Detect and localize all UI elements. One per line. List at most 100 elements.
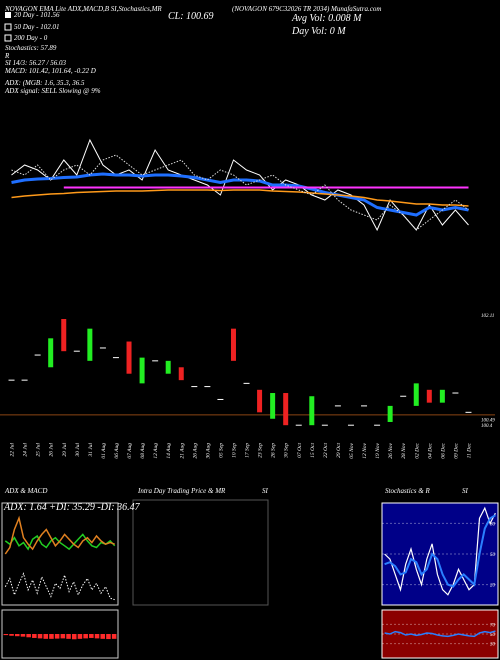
x-tick-label: 30 Jul <box>75 443 81 458</box>
bar <box>111 634 117 639</box>
panel-title: Intra Day Trading Price & MR <box>137 487 226 495</box>
candle-body <box>270 393 276 419</box>
x-tick-label: 25 Jul <box>36 443 42 457</box>
intraday-panel <box>132 499 269 606</box>
y-tick-label: 20 <box>490 584 496 589</box>
candle-body <box>126 341 132 374</box>
bar <box>83 634 88 639</box>
bar <box>26 634 31 638</box>
day-volume: Day Vol: 0 M <box>291 26 346 37</box>
candle-body <box>309 396 315 426</box>
x-tick-label: 11 Dec <box>467 442 473 458</box>
y-tick-label: 30 <box>490 643 496 648</box>
legend-swatch <box>4 34 12 42</box>
y-tick-label: 102.11 <box>481 314 494 319</box>
candle-body <box>387 405 393 422</box>
y-tick-label: 80 <box>490 522 496 527</box>
series-line <box>384 630 496 638</box>
bar <box>14 634 20 637</box>
bar <box>37 634 43 639</box>
panel-frame <box>1 502 119 606</box>
panel-frame <box>1 609 119 659</box>
x-tick-label: 14 Aug <box>165 443 172 459</box>
legend-text: 200 Day - 0 <box>14 34 48 42</box>
y-tick-label: 100.4 <box>481 424 493 429</box>
x-tick-label: 06 Aug <box>114 443 120 459</box>
x-tick-label: 06 Dec <box>440 442 446 458</box>
x-tick-label: 07 Aug <box>127 443 133 459</box>
series-line <box>4 515 115 555</box>
x-tick-label: 26 Jul <box>49 443 55 457</box>
bar <box>94 634 100 639</box>
bar <box>20 634 26 637</box>
x-tick-label: 01 Aug <box>101 443 107 459</box>
bar <box>100 634 106 639</box>
candle-body <box>48 338 54 368</box>
bar <box>9 634 14 636</box>
x-tick-label: 02 Dec <box>414 442 420 458</box>
candle-body <box>165 360 171 374</box>
candle-body <box>413 383 419 406</box>
legend-swatch <box>4 23 12 31</box>
candle-body <box>230 328 236 361</box>
candle-body <box>61 319 67 352</box>
x-tick-label: 10 Sep <box>232 443 238 458</box>
x-tick-label: 12 Nov <box>362 442 368 458</box>
x-tick-label: 26 Nov <box>388 442 394 458</box>
candle-body <box>139 357 145 384</box>
series-line <box>384 514 496 588</box>
symbol: (NOVAGON 679C32026 TR 2034) MunafaSutra.… <box>232 5 381 13</box>
bar <box>54 634 60 639</box>
bar <box>77 634 83 639</box>
bar <box>89 634 94 638</box>
legend-text: ADX signal: SELL Slowing @ 9% <box>4 87 101 95</box>
x-tick-label: 24 Jul <box>22 443 29 457</box>
panel-title: SI <box>262 487 269 495</box>
bar <box>71 634 77 640</box>
y-tick-label: 50 <box>490 633 496 638</box>
x-tick-label: 23 Sep <box>258 443 264 458</box>
bar <box>66 634 71 639</box>
x-tick-label: 21 Aug <box>179 443 185 459</box>
bar <box>32 634 37 638</box>
bar <box>3 634 9 636</box>
x-tick-label: 30 Sep <box>284 443 290 459</box>
candle-body <box>178 367 184 381</box>
x-tick-label: 31 Jul <box>88 443 94 458</box>
x-tick-label: 26 Sep <box>271 443 277 458</box>
y-tick-label: 70 <box>490 623 496 628</box>
series-line <box>11 154 469 231</box>
x-tick-label: 05 Nov <box>349 442 355 458</box>
candle-body <box>439 389 445 403</box>
indicators-title: NOVAGON EMA Lite ADX,MACD,B SI,Stochasti… <box>4 5 162 13</box>
candle-body <box>257 389 263 413</box>
bar <box>60 634 66 639</box>
x-tick-label: 04 Dec <box>426 442 433 458</box>
series-line <box>4 533 116 551</box>
x-tick-label: 15 Oct <box>310 443 316 458</box>
legend-text: 50 Day - 102.01 <box>14 23 60 31</box>
legend-text: R <box>4 52 10 60</box>
y-tick-label: 50 <box>490 553 496 558</box>
legend-text: SI 14/3: 56.27 / 56.03 <box>5 59 67 67</box>
close-price: CL: 100.69 <box>168 11 214 22</box>
series-line <box>11 189 469 207</box>
bar <box>43 634 49 639</box>
y-tick-label: 100.49 <box>481 418 495 423</box>
series-line <box>11 138 469 232</box>
candle-body <box>283 393 289 426</box>
indicator-readout: ADX: 1.64 +DI: 35.29 -DI: 36.47 <box>3 502 141 513</box>
x-tick-label: 09 Dec <box>453 442 459 458</box>
x-tick-label: 29 Jul <box>62 443 68 457</box>
x-tick-label: 29 Oct <box>336 443 342 458</box>
series-line <box>384 506 496 596</box>
legend-text: MACD: 101.42, 101.64, -0.22 D <box>4 67 96 75</box>
legend-text: Stochastics: 57.89 <box>5 44 57 52</box>
candle-body <box>87 328 93 361</box>
series-line <box>4 572 115 601</box>
panel-title: ADX & MACD <box>4 487 47 495</box>
x-tick-label: 05 Sep <box>218 443 224 458</box>
x-tick-label: 28 Nov <box>401 442 407 458</box>
legend-text: ADX: (MGB: 1.6, 35.3, 36.5 <box>4 79 85 87</box>
